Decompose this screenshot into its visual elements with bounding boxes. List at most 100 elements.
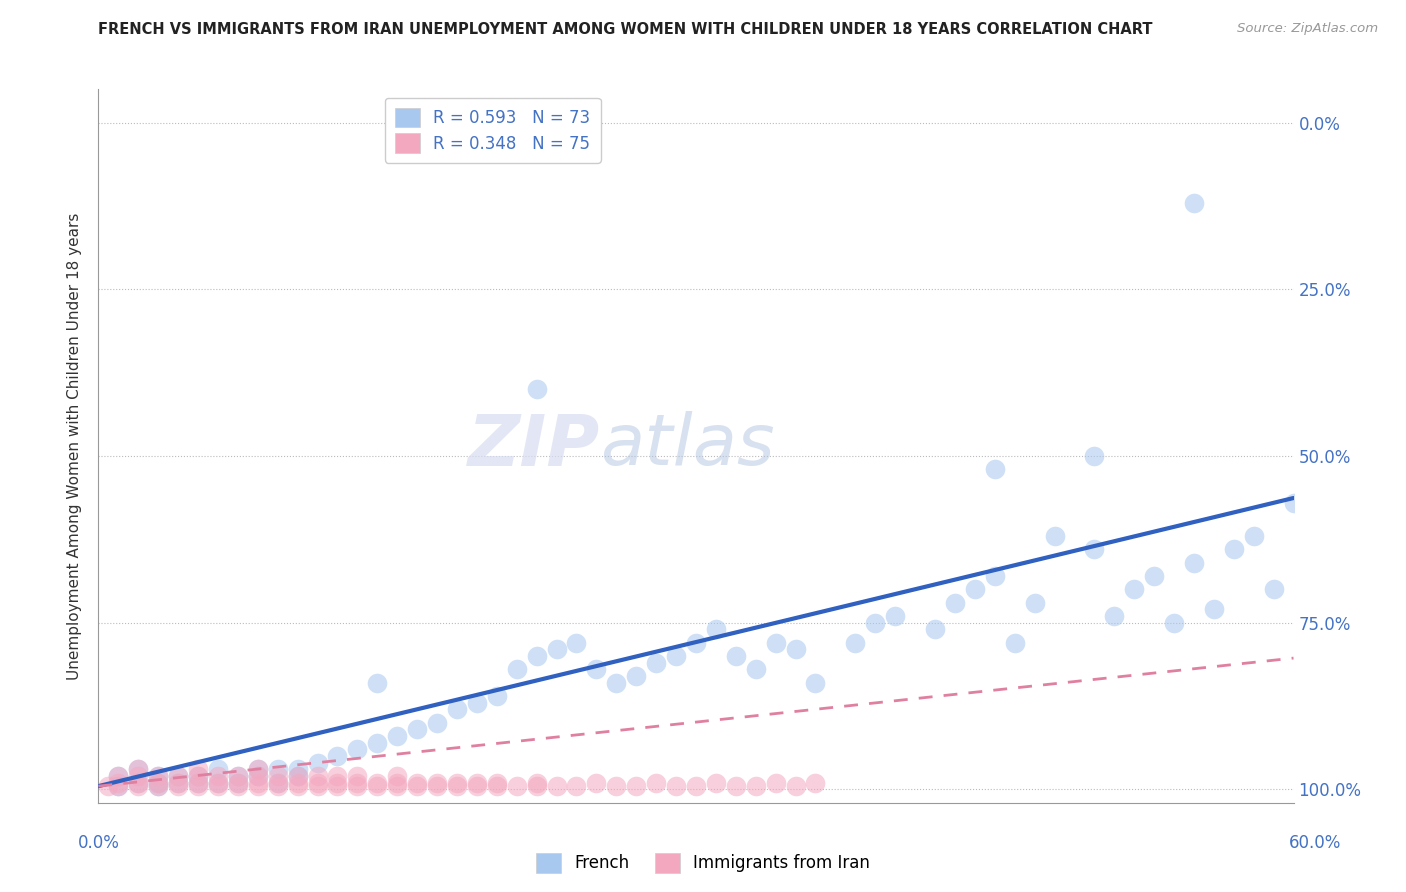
- Point: [426, 779, 449, 793]
- Point: [127, 763, 149, 777]
- Text: 60.0%: 60.0%: [1288, 834, 1341, 852]
- Point: [207, 763, 229, 777]
- Point: [665, 649, 688, 664]
- Point: [1143, 569, 1166, 583]
- Point: [226, 776, 249, 790]
- Point: [785, 779, 807, 793]
- Point: [267, 776, 290, 790]
- Point: [267, 769, 290, 783]
- Point: [765, 636, 787, 650]
- Point: [526, 382, 548, 396]
- Point: [226, 776, 249, 790]
- Point: [287, 769, 309, 783]
- Point: [546, 779, 568, 793]
- Point: [148, 769, 170, 783]
- Point: [406, 779, 429, 793]
- Point: [307, 769, 329, 783]
- Point: [1083, 449, 1105, 463]
- Point: [485, 689, 508, 703]
- Point: [1263, 582, 1285, 597]
- Point: [346, 769, 368, 783]
- Point: [446, 779, 468, 793]
- Point: [167, 776, 190, 790]
- Text: Source: ZipAtlas.com: Source: ZipAtlas.com: [1237, 22, 1378, 36]
- Point: [585, 662, 607, 676]
- Point: [246, 763, 269, 777]
- Point: [626, 779, 648, 793]
- Point: [127, 776, 149, 790]
- Y-axis label: Unemployment Among Women with Children Under 18 years: Unemployment Among Women with Children U…: [67, 212, 83, 680]
- Point: [207, 779, 229, 793]
- Point: [1182, 556, 1205, 570]
- Point: [287, 776, 309, 790]
- Point: [107, 776, 129, 790]
- Point: [745, 662, 768, 676]
- Point: [385, 729, 409, 743]
- Point: [246, 769, 269, 783]
- Point: [287, 763, 309, 777]
- Point: [546, 642, 568, 657]
- Point: [207, 776, 229, 790]
- Legend: R = 0.593   N = 73, R = 0.348   N = 75: R = 0.593 N = 73, R = 0.348 N = 75: [385, 97, 600, 162]
- Point: [1004, 636, 1026, 650]
- Point: [148, 776, 170, 790]
- Point: [226, 769, 249, 783]
- Point: [167, 769, 190, 783]
- Point: [1043, 529, 1066, 543]
- Point: [326, 769, 349, 783]
- Point: [107, 779, 129, 793]
- Point: [406, 776, 429, 790]
- Point: [246, 779, 269, 793]
- Point: [1282, 496, 1305, 510]
- Point: [346, 742, 368, 756]
- Point: [107, 769, 129, 783]
- Point: [187, 769, 209, 783]
- Point: [426, 776, 449, 790]
- Point: [287, 769, 309, 783]
- Point: [645, 656, 668, 670]
- Point: [963, 582, 986, 597]
- Point: [765, 776, 787, 790]
- Point: [148, 769, 170, 783]
- Point: [366, 779, 388, 793]
- Point: [804, 776, 827, 790]
- Point: [326, 749, 349, 764]
- Point: [863, 615, 887, 630]
- Point: [685, 636, 707, 650]
- Point: [1102, 609, 1125, 624]
- Point: [565, 636, 588, 650]
- Point: [1243, 529, 1265, 543]
- Point: [645, 776, 668, 790]
- Point: [307, 756, 329, 770]
- Point: [506, 779, 529, 793]
- Point: [385, 769, 409, 783]
- Point: [127, 769, 149, 783]
- Point: [1123, 582, 1146, 597]
- Point: [943, 596, 966, 610]
- Point: [385, 776, 409, 790]
- Point: [148, 779, 170, 793]
- Text: atlas: atlas: [600, 411, 775, 481]
- Point: [1202, 602, 1225, 616]
- Point: [366, 675, 388, 690]
- Point: [704, 776, 727, 790]
- Point: [485, 779, 508, 793]
- Point: [1024, 596, 1046, 610]
- Point: [187, 776, 209, 790]
- Point: [307, 779, 329, 793]
- Point: [97, 779, 120, 793]
- Point: [406, 723, 429, 737]
- Point: [366, 736, 388, 750]
- Point: [167, 769, 190, 783]
- Point: [346, 779, 368, 793]
- Point: [1222, 542, 1246, 557]
- Point: [506, 662, 529, 676]
- Point: [127, 763, 149, 777]
- Point: [207, 776, 229, 790]
- Text: FRENCH VS IMMIGRANTS FROM IRAN UNEMPLOYMENT AMONG WOMEN WITH CHILDREN UNDER 18 Y: FRENCH VS IMMIGRANTS FROM IRAN UNEMPLOYM…: [98, 22, 1153, 37]
- Point: [884, 609, 907, 624]
- Point: [187, 769, 209, 783]
- Point: [148, 779, 170, 793]
- Point: [326, 776, 349, 790]
- Point: [167, 776, 190, 790]
